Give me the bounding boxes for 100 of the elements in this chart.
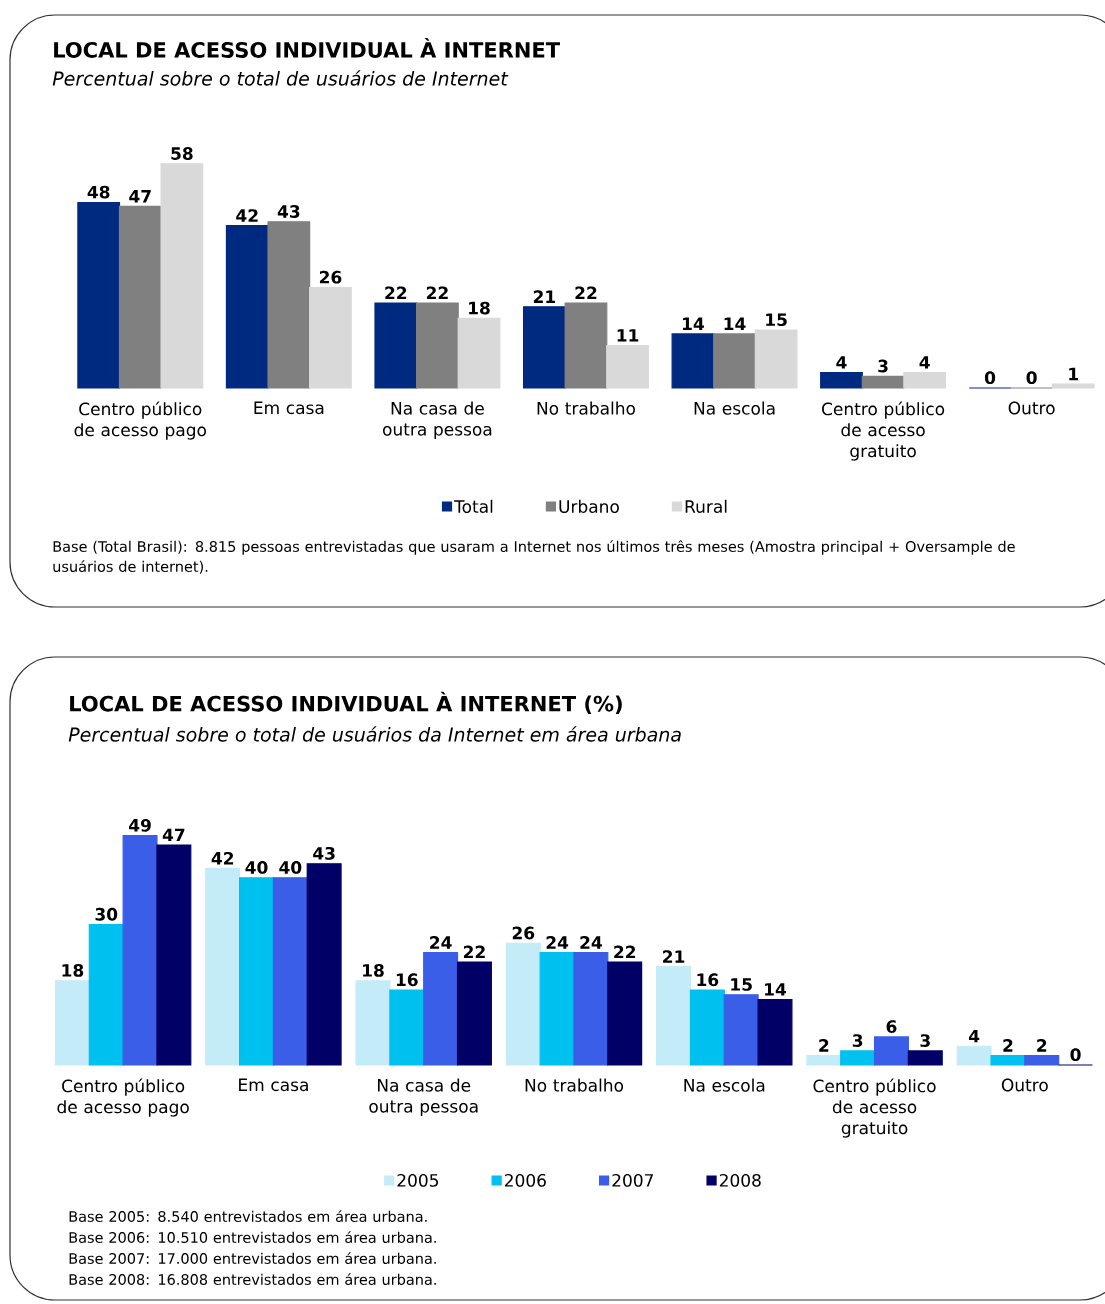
data-label: 40 xyxy=(279,861,302,874)
chart-title: LOCAL DE ACESSO INDIVIDUAL À INTERNET (%) xyxy=(70,691,622,715)
data-label: 30 xyxy=(95,907,118,921)
bar xyxy=(713,333,756,389)
data-label: 24 xyxy=(430,936,452,949)
bar xyxy=(564,302,608,389)
bar xyxy=(671,333,715,389)
bar xyxy=(1024,1055,1060,1066)
bar xyxy=(505,942,541,1066)
legend-label: Urbano xyxy=(559,499,619,513)
data-label: 15 xyxy=(766,313,787,327)
legend-label: Total xyxy=(454,499,493,513)
bar xyxy=(539,952,575,1066)
data-label: 22 xyxy=(385,286,407,300)
bar xyxy=(956,1045,992,1066)
data-label: 49 xyxy=(128,818,151,832)
bar xyxy=(272,877,308,1066)
bar xyxy=(77,201,121,389)
data-label: 21 xyxy=(663,950,685,963)
data-label: 1 xyxy=(1069,367,1078,381)
data-label: 42 xyxy=(236,209,258,222)
bar xyxy=(820,371,863,389)
bar xyxy=(306,863,342,1066)
data-label: 42 xyxy=(211,851,234,865)
data-label: 4 xyxy=(836,356,847,369)
bar xyxy=(1051,383,1095,389)
bar xyxy=(54,980,90,1066)
data-label: 4 xyxy=(919,356,930,369)
data-label: 26 xyxy=(512,926,535,940)
data-label: 2 xyxy=(819,1039,829,1052)
bar xyxy=(723,994,759,1066)
bar xyxy=(160,163,204,389)
bar xyxy=(990,1055,1026,1066)
data-label: 15 xyxy=(731,978,752,991)
bar xyxy=(239,877,275,1066)
data-label: 3 xyxy=(920,1034,930,1048)
data-label: 4 xyxy=(968,1029,980,1043)
data-label: 3 xyxy=(878,359,888,373)
bar xyxy=(861,375,905,389)
bar xyxy=(416,302,459,389)
bar xyxy=(225,225,269,389)
data-label: 3 xyxy=(852,1034,863,1048)
bar xyxy=(122,835,158,1066)
data-label: 16 xyxy=(396,973,418,987)
data-label: 6 xyxy=(886,1020,897,1033)
data-label: 0 xyxy=(984,371,996,385)
data-label: 47 xyxy=(129,190,151,203)
bar xyxy=(573,952,609,1066)
legend-label: 2006 xyxy=(504,1173,546,1187)
bar xyxy=(389,989,425,1066)
bar xyxy=(606,344,649,389)
data-label: 18 xyxy=(62,963,84,977)
text: Base 2005: 8.540 entrevistados em área urbana. xyxy=(69,1210,427,1222)
bar xyxy=(355,980,391,1066)
chart-title: LOCAL DE ACESSO INDIVIDUAL À INTERNET xyxy=(54,38,560,58)
legend-label: 2005 xyxy=(397,1173,439,1187)
x-tick-label: Na casa de outra pessoa xyxy=(382,401,492,439)
data-label: 22 xyxy=(426,286,448,300)
chart-subtitle: Percentual sobre o total de usuários da Internet em área urbana xyxy=(68,726,681,742)
bar xyxy=(423,952,459,1066)
text: Base 2008: 16.808 entrevistados em área urbana. xyxy=(69,1273,436,1285)
data-label: 11 xyxy=(617,329,639,342)
data-label: 14 xyxy=(724,317,746,330)
x-tick-label: Centro público de acesso gratuito xyxy=(822,401,945,461)
x-tick-label: Em casa xyxy=(254,401,324,415)
text: Base 2006: 10.510 entrevistados em área urbana. xyxy=(69,1231,436,1243)
x-tick-label: No trabalho xyxy=(525,1078,624,1092)
data-label: 26 xyxy=(319,270,342,284)
data-label: 0 xyxy=(1070,1048,1081,1062)
data-label: 47 xyxy=(162,828,185,842)
data-label: 22 xyxy=(575,286,597,300)
data-label: 14 xyxy=(683,317,704,330)
data-label: 22 xyxy=(614,945,636,959)
bar xyxy=(88,924,124,1066)
x-tick-label: Outro xyxy=(1008,401,1055,415)
bar xyxy=(267,221,311,389)
bar xyxy=(374,302,418,389)
x-tick-label: Na escola xyxy=(684,1078,765,1092)
text: Base 2007: 17.000 entrevistados em área urbana. xyxy=(69,1252,436,1264)
data-label: 24 xyxy=(546,936,569,949)
bar xyxy=(689,989,725,1066)
bar xyxy=(309,286,352,389)
legend-label: 2007 xyxy=(612,1173,653,1187)
legend-label: 2008 xyxy=(719,1173,761,1187)
data-label: 43 xyxy=(313,846,335,860)
bar xyxy=(806,1055,842,1066)
bar xyxy=(205,867,241,1066)
data-label: 58 xyxy=(171,147,193,160)
x-tick-label: Centro público de acesso gratuito xyxy=(813,1078,936,1138)
data-label: 48 xyxy=(87,185,110,199)
x-tick-label: No trabalho xyxy=(537,401,636,415)
bar xyxy=(754,329,798,389)
bar xyxy=(907,1050,943,1066)
x-tick-label: Na casa de outra pessoa xyxy=(369,1078,478,1116)
x-tick-label: Centro público de acesso pago xyxy=(57,1078,189,1117)
data-label: 16 xyxy=(697,973,719,987)
chart-subtitle: Percentual sobre o total de usuários de Internet xyxy=(52,70,509,86)
x-tick-label: Outro xyxy=(1001,1078,1048,1092)
x-tick-label: Na escola xyxy=(694,401,775,415)
bar xyxy=(840,1050,876,1066)
